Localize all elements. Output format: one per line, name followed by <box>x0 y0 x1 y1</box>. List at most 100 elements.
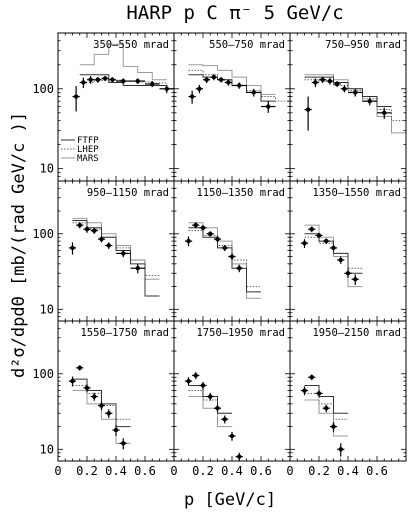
data-point <box>113 427 119 433</box>
y-tick-label: 100 <box>32 227 54 241</box>
data-point <box>313 80 318 85</box>
data-point <box>309 227 314 232</box>
data-point <box>200 383 206 388</box>
data-point <box>186 378 191 384</box>
data-point <box>222 417 227 422</box>
ftfp-histogram <box>72 219 160 297</box>
panel-angle-label: 750–950 mrad <box>325 39 401 51</box>
lhep-histogram <box>304 79 406 122</box>
data-point <box>345 271 351 276</box>
ftfp-histogram <box>304 384 348 414</box>
mars-histogram <box>304 74 406 134</box>
panel-2: 550–750 mrad <box>173 32 291 182</box>
data-point <box>324 238 329 244</box>
x-tick-label: 0.6 <box>366 464 388 478</box>
y-tick-label: 10 <box>40 442 54 456</box>
data-point <box>302 388 307 393</box>
ftfp-histogram <box>72 378 131 428</box>
mars-histogram <box>304 399 348 437</box>
data-point <box>215 236 220 242</box>
data-point <box>77 365 82 371</box>
y-tick-label: 10 <box>40 162 54 176</box>
y-tick-label: 100 <box>32 82 54 96</box>
panel-angle-label: 350–550 mrad <box>93 39 169 51</box>
data-point <box>121 78 126 84</box>
mars-histogram <box>79 43 167 81</box>
panel-3: 750–950 mrad <box>289 32 407 182</box>
x-tick-label: 0 <box>170 464 177 478</box>
data-point <box>73 94 79 99</box>
data-point <box>237 266 242 271</box>
data-point <box>237 454 242 459</box>
data-point <box>367 98 372 104</box>
data-point <box>316 391 322 396</box>
panel-frame <box>57 32 175 182</box>
data-point <box>305 107 311 112</box>
x-tick-label: 0.6 <box>250 464 272 478</box>
panel-8: 1750–1950 mrad 0 0.2 0.4 0.6 <box>170 320 291 478</box>
panel-4: 950–1150 mrad 10 100 <box>32 180 175 322</box>
ftfp-histogram <box>188 227 261 293</box>
data-point <box>327 78 333 84</box>
x-tick-label: 0.4 <box>337 464 359 478</box>
data-point <box>121 251 126 256</box>
data-point <box>338 447 343 452</box>
x-tick-label: 0.2 <box>192 464 214 478</box>
x-tick-label: 0.4 <box>221 464 243 478</box>
data-point <box>200 225 206 231</box>
y-tick-label: 100 <box>32 367 54 381</box>
data-point <box>208 394 213 399</box>
data-point <box>229 433 235 439</box>
data-point <box>135 78 140 84</box>
mars-histogram <box>304 224 363 288</box>
panel-5: 1150–1350 mrad <box>173 180 291 322</box>
x-tick-label: 0.2 <box>76 464 98 478</box>
data-point <box>92 394 97 399</box>
data-point <box>92 228 97 233</box>
data-point <box>309 375 314 380</box>
data-point <box>186 238 191 244</box>
data-point <box>164 86 169 92</box>
data-point <box>99 403 104 408</box>
ftfp-histogram <box>188 74 276 102</box>
data-point <box>135 266 140 271</box>
data-point <box>102 76 108 81</box>
data-point <box>251 90 256 95</box>
panel-9: 1950–2150 mrad 0 0.2 0.4 0.6 <box>286 320 407 478</box>
data-point <box>266 104 271 109</box>
panel-angle-label: 550–750 mrad <box>209 39 285 51</box>
legend-label-mars: MARS <box>77 154 99 164</box>
data-point <box>208 231 213 236</box>
data-point <box>229 254 235 259</box>
data-point <box>110 77 115 82</box>
data-point <box>222 245 227 251</box>
data-point <box>77 222 82 228</box>
data-point <box>99 236 104 242</box>
figure-title: HARP p C π⁻ 5 GeV/c <box>126 2 343 24</box>
data-point <box>84 385 90 391</box>
data-point <box>189 94 195 99</box>
panel-angle-label: 1750–1950 mrad <box>196 327 285 339</box>
data-point <box>193 222 198 228</box>
data-point <box>84 227 90 232</box>
data-point <box>320 77 325 82</box>
data-point <box>106 243 111 248</box>
data-point <box>353 90 358 95</box>
data-point <box>218 77 224 82</box>
x-tick-label: 0.6 <box>134 464 156 478</box>
data-point <box>382 110 387 116</box>
data-point <box>211 74 217 80</box>
data-point <box>334 81 340 87</box>
x-tick-label: 0.2 <box>308 464 330 478</box>
data-point <box>215 406 220 411</box>
data-point <box>70 245 75 251</box>
data-point <box>302 241 307 246</box>
data-point <box>70 378 75 384</box>
data-point <box>150 81 155 87</box>
data-point <box>338 257 343 263</box>
data-point <box>353 277 358 282</box>
panel-angle-label: 1150–1350 mrad <box>196 187 285 199</box>
